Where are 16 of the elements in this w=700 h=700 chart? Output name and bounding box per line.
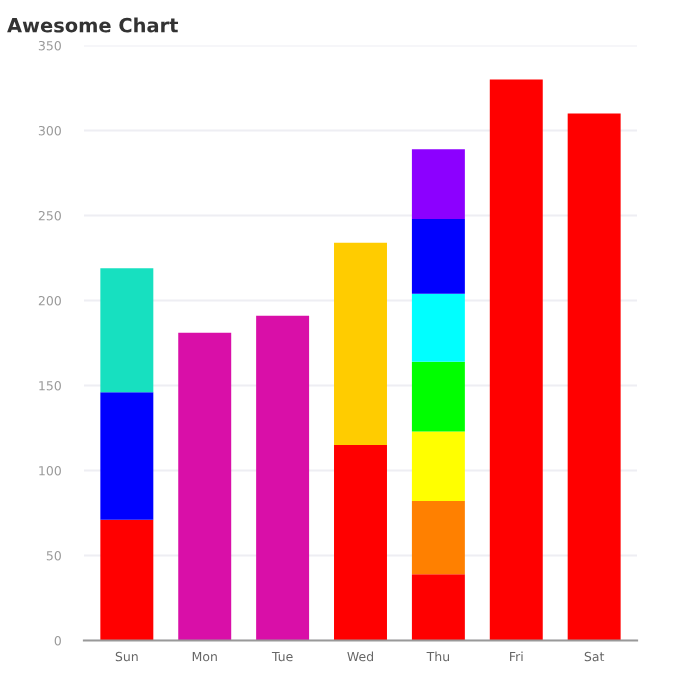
- bar: [334, 242, 387, 445]
- chart-title: Awesome Chart: [7, 17, 179, 33]
- bar: [411, 149, 465, 219]
- bar: [100, 519, 154, 641]
- bar: [411, 293, 465, 362]
- bar: [178, 332, 232, 641]
- bar: [334, 445, 387, 641]
- bar: [489, 79, 543, 641]
- bar: [100, 268, 154, 393]
- bar: [256, 315, 310, 641]
- bar: [411, 218, 465, 294]
- bar: [411, 574, 465, 641]
- bar: [411, 361, 465, 432]
- bar: [567, 113, 621, 641]
- bar: [411, 501, 465, 575]
- bar: [411, 431, 465, 502]
